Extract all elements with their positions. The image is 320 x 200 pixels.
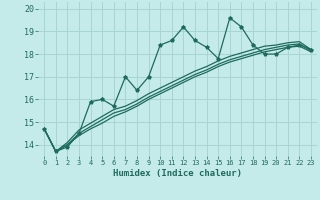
X-axis label: Humidex (Indice chaleur): Humidex (Indice chaleur) — [113, 169, 242, 178]
